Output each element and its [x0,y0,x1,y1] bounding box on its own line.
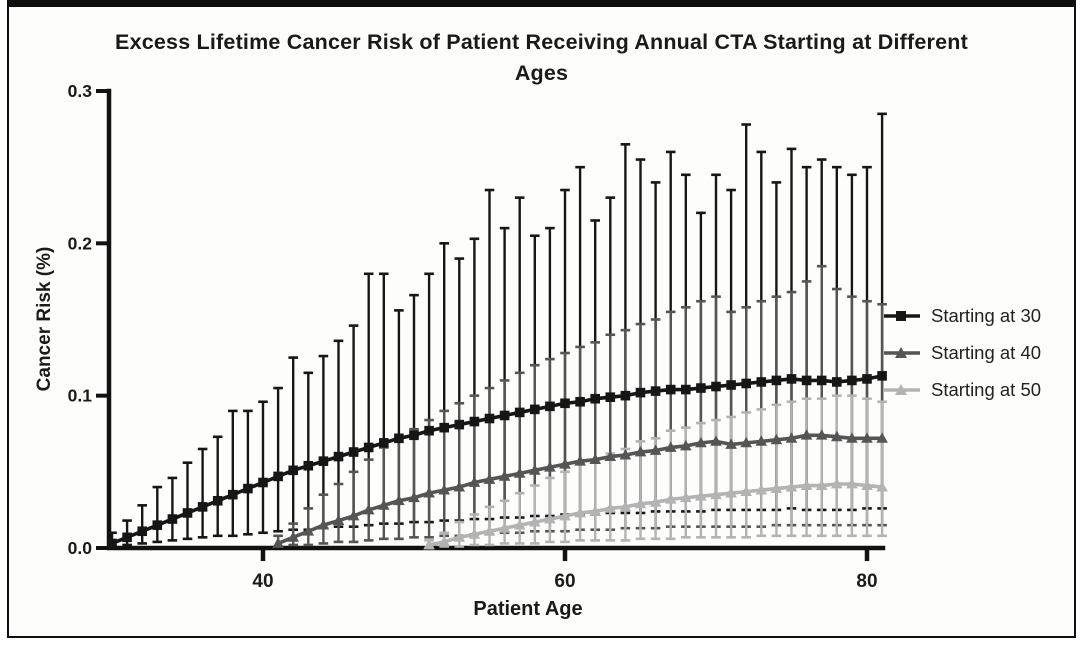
legend-square-marker-icon [883,308,921,324]
y-tick-label: 0.3 [68,81,93,101]
figure-frame: Excess Lifetime Cancer Risk of Patient R… [7,0,1076,638]
legend-label-starting-at-30: Starting at 30 [931,305,1041,327]
series-starting-at-30 [107,371,887,548]
legend-item-starting-at-30: Starting at 30 [883,304,1041,327]
x-tick-label: 80 [856,571,877,592]
legend-label-starting-at-40: Starting at 40 [931,342,1041,364]
legend-label-starting-at-50: Starting at 50 [931,379,1041,401]
x-tick-label: 40 [252,571,273,592]
legend: Starting at 30 Starting at 40 Starting a… [883,304,1041,401]
legend-triangle-marker-icon [883,382,921,398]
x-tick-label: 60 [554,571,575,592]
legend-triangle-marker-icon [883,345,921,361]
y-axis-label: Cancer Risk (%) [34,247,56,392]
legend-item-starting-at-50: Starting at 50 [883,378,1041,401]
legend-item-starting-at-40: Starting at 40 [883,341,1041,364]
error-bars-starting-at-30 [107,114,887,547]
y-tick-label: 0.0 [68,538,93,558]
y-tick-label: 0.2 [68,233,93,253]
y-tick-label: 0.1 [68,386,93,406]
x-axis-label: Patient Age [473,598,582,621]
